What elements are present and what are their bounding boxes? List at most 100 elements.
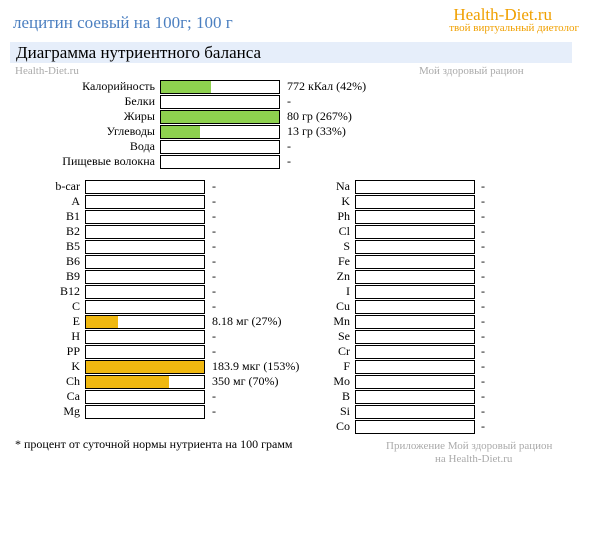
bar-value-label: - [212, 389, 216, 403]
watermark-site: Health-Diet.ru [15, 65, 79, 77]
bar-label: E [72, 314, 80, 328]
bar-track [355, 360, 475, 374]
bar-track [355, 210, 475, 224]
bar-label: B9 [65, 269, 80, 283]
bar [86, 376, 169, 388]
bar-track [85, 390, 205, 404]
bar-label: Белки [124, 94, 155, 108]
bar-value-label: - [481, 194, 485, 208]
bar-track [355, 225, 475, 239]
chart-header-title: Диаграмма нутриентного баланса [16, 43, 262, 62]
bar [161, 81, 211, 93]
bar-value-label: - [481, 329, 485, 343]
bar-track [85, 300, 205, 314]
bar-label: Co [335, 419, 350, 433]
bar-label: A [71, 194, 80, 208]
bar-value-label: 80 гр (267%) [287, 109, 352, 123]
bar-label: Na [336, 179, 350, 193]
bar-track [85, 270, 205, 284]
bar-value-label: - [481, 269, 485, 283]
bar-track [355, 345, 475, 359]
bar-track [355, 315, 475, 329]
bar-track [355, 270, 475, 284]
bar-value-label: - [212, 179, 216, 193]
bar-label: S [343, 239, 350, 253]
bar-label: Ch [65, 374, 80, 388]
bar-value-label: - [287, 94, 291, 108]
bar-label: B5 [65, 239, 80, 253]
bar-track [355, 240, 475, 254]
bar-label: Cr [338, 344, 350, 358]
watermark-app: Мой здоровый рацион [419, 65, 524, 77]
bar-label: K [341, 194, 350, 208]
bar-track [355, 195, 475, 209]
bar-track [355, 300, 475, 314]
bar-value-label: 183.9 мкг (153%) [212, 359, 300, 373]
bar-label: Mn [333, 314, 350, 328]
bar-value-label: 772 кКал (42%) [287, 79, 367, 93]
bar-track [355, 375, 475, 389]
bar [86, 361, 204, 373]
bar-value-label: - [287, 154, 291, 168]
bar-label: Ph [337, 209, 350, 223]
bar-value-label: - [212, 404, 216, 418]
bar-track [160, 95, 280, 109]
bar-track [85, 315, 205, 329]
bar-label: Углеводы [106, 124, 155, 138]
brand-logo[interactable]: Health-Diet.ru [453, 5, 552, 24]
bar-label: Mo [333, 374, 350, 388]
bar-value-label: 13 гр (33%) [287, 124, 346, 138]
footnote: * процент от суточной нормы нутриента на… [15, 437, 293, 451]
bar-value-label: - [212, 209, 216, 223]
bar [161, 111, 279, 123]
bar-value-label: - [481, 209, 485, 223]
bar-label: H [71, 329, 80, 343]
bar-value-label: - [481, 254, 485, 268]
bar-track [85, 345, 205, 359]
bar-label: PP [66, 344, 80, 358]
bar-value-label: - [481, 299, 485, 313]
page-title: лецитин соевый на 100г; 100 г [13, 13, 233, 32]
bar-label: Fe [338, 254, 350, 268]
bar-label: Жиры [123, 109, 155, 123]
bar-value-label: - [212, 269, 216, 283]
bar-value-label: - [212, 329, 216, 343]
bar-value-label: - [212, 224, 216, 238]
bar-value-label: - [481, 374, 485, 388]
bar-track [85, 255, 205, 269]
bar-track [355, 420, 475, 434]
bar-label: Cl [338, 224, 350, 238]
bar [86, 316, 118, 328]
watermark-bottom-line2: на Health-Diet.ru [435, 453, 513, 465]
bar-value-label: - [212, 284, 216, 298]
bar-label: Пищевые волокна [62, 154, 155, 168]
bar-value-label: - [481, 359, 485, 373]
bar-track [85, 180, 205, 194]
bar-value-label: - [481, 179, 485, 193]
bar-value-label: - [481, 239, 485, 253]
bar-value-label: - [481, 404, 485, 418]
bar-track [85, 360, 205, 374]
bar-track [160, 140, 280, 154]
bar-label: Калорийность [82, 79, 155, 93]
bar-track [355, 405, 475, 419]
chart-header: Диаграмма нутриентного баланса [10, 42, 572, 63]
watermark-bottom-line1: Приложение Мой здоровый рацион [386, 440, 553, 452]
bar-value-label: - [481, 419, 485, 433]
bar-track [160, 80, 280, 94]
bar-label: Вода [129, 139, 155, 153]
bar-value-label: 8.18 мг (27%) [212, 314, 282, 328]
bar-label: B1 [65, 209, 80, 223]
bar-label: B [341, 389, 350, 403]
bar-value-label: - [212, 194, 216, 208]
bar-label: Cu [335, 299, 350, 313]
bar-value-label: - [481, 344, 485, 358]
bar-track [85, 195, 205, 209]
bar-label: Mg [63, 404, 80, 418]
bar-label: F [343, 359, 350, 373]
bar-track [160, 125, 280, 139]
bar-track [85, 375, 205, 389]
bar-value-label: - [212, 299, 216, 313]
bar-track [85, 225, 205, 239]
bar-track [85, 210, 205, 224]
